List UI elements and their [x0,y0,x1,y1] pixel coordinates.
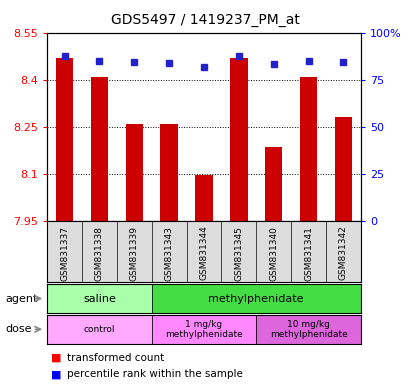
Text: GSM831337: GSM831337 [60,226,69,281]
Bar [90,76,108,221]
Bar [299,76,317,221]
Text: ■: ■ [51,369,62,379]
Text: 10 mg/kg
methylphenidate: 10 mg/kg methylphenidate [269,319,346,339]
Bar [47,315,151,344]
Text: ■: ■ [51,353,62,363]
Text: GSM831344: GSM831344 [199,226,208,280]
Bar [256,315,360,344]
Text: dose: dose [5,324,32,334]
Bar [160,124,178,221]
Bar [151,284,360,313]
Text: GSM831343: GSM831343 [164,226,173,281]
Text: 1 mg/kg
methylphenidate: 1 mg/kg methylphenidate [165,319,242,339]
Bar [195,175,212,221]
Text: saline: saline [83,293,116,304]
Bar [264,147,282,221]
Text: methylphenidate: methylphenidate [208,293,303,304]
Bar [47,284,151,313]
Bar [56,58,73,221]
Bar [334,118,351,221]
Text: GSM831338: GSM831338 [95,226,103,281]
Text: GSM831342: GSM831342 [338,226,347,280]
Bar [229,58,247,221]
Text: agent: agent [5,293,38,304]
Bar [151,315,256,344]
Text: GSM831345: GSM831345 [234,226,243,281]
Text: control: control [83,325,115,334]
Text: percentile rank within the sample: percentile rank within the sample [67,369,242,379]
Bar [125,124,143,221]
Text: GDS5497 / 1419237_PM_at: GDS5497 / 1419237_PM_at [110,13,299,27]
Text: GSM831340: GSM831340 [269,226,277,281]
Text: GSM831341: GSM831341 [303,226,312,281]
Text: transformed count: transformed count [67,353,164,363]
Text: GSM831339: GSM831339 [130,226,138,281]
